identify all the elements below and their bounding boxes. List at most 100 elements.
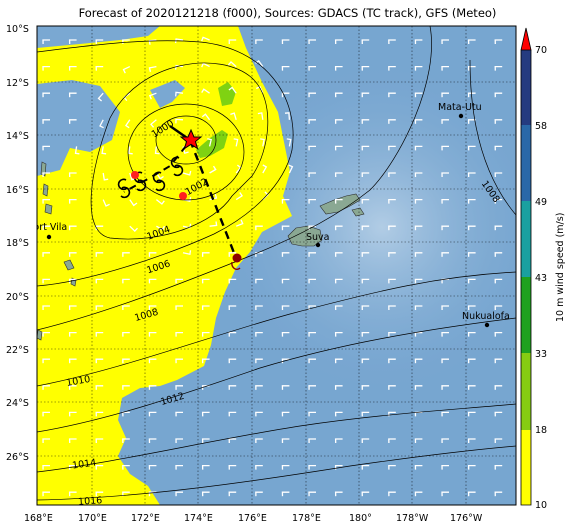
wind-barb-icon (148, 491, 157, 497)
wind-barb-icon (308, 92, 316, 98)
wind-barb-icon (281, 464, 290, 470)
wind-barb-icon (42, 92, 50, 98)
wind-barb-icon (235, 219, 244, 227)
wind-barb-icon (334, 225, 343, 231)
wind-barb-icon (228, 305, 237, 311)
wind-barb-icon (228, 252, 237, 257)
isobars (37, 26, 516, 501)
wind-barb-icon (281, 92, 290, 98)
wind-barb-icon (441, 464, 449, 470)
wind-barb-icon (255, 278, 263, 284)
wind-barb-icon (414, 385, 423, 390)
wind-barb-icon (156, 225, 165, 231)
wind-barb-icon (102, 172, 109, 181)
wind-barb-icon (148, 411, 157, 417)
wind-barb-icon (101, 146, 107, 155)
wind-barb-icon (235, 192, 244, 201)
map-title: Forecast of 2020121218 (f000), Sources: … (78, 6, 497, 20)
wind-barb-icon (42, 385, 50, 390)
wind-barb-icon (441, 331, 449, 337)
wind-barb-icon (281, 252, 290, 257)
wind-barb-icon (441, 225, 449, 231)
wind-barb-icon (494, 119, 503, 124)
wind-barb-icon (68, 92, 77, 98)
wind-barb-icon (97, 92, 104, 102)
wind-barb-icon (209, 221, 218, 227)
wind-barb-icon (388, 198, 396, 204)
current-position-star-icon (179, 128, 203, 150)
lon-label: 168°E (24, 513, 53, 524)
lon-label: 176°E (238, 513, 267, 524)
wind-barb-icon (281, 331, 290, 337)
high-wind-area (196, 130, 228, 158)
wind-barb-icon (494, 172, 503, 178)
wind-barb-icon (467, 305, 476, 311)
wind-barb-icon (441, 172, 449, 178)
wind-barb-icon (95, 39, 104, 45)
wind-barb-icon (361, 358, 370, 364)
lat-label: 14°S (6, 131, 29, 142)
wind-barb-icon (494, 252, 503, 257)
wind-barb-icon (99, 119, 104, 129)
wind-barb-icon (230, 112, 237, 120)
wind-barb-icon (441, 411, 449, 417)
wind-barb-icon (361, 305, 370, 311)
wind-barb-icon (414, 438, 423, 444)
wind-barb-icon (42, 65, 50, 71)
wind-barb-icon (494, 39, 503, 45)
wind-barb-icon (95, 411, 104, 417)
wind-barb-icon (334, 92, 343, 98)
wind-barb-icon (388, 252, 396, 257)
wind-barb-icon (148, 278, 157, 284)
place-suva: Suva (306, 232, 330, 243)
map-content: 1000 1002 1004 1006 1008 1010 1012 1014 … (37, 26, 516, 508)
wind-barb-icon (228, 331, 237, 337)
wind-barb-icon (467, 39, 476, 45)
lon-label: 180° (349, 513, 372, 524)
wind-barb-icon (255, 491, 263, 497)
wind-barb-icon (255, 438, 263, 444)
wind-barb-icon (201, 331, 210, 337)
wind-barb-icon (122, 464, 130, 470)
wind-barb-icon (467, 119, 476, 124)
isobar-1014 (37, 403, 516, 473)
wind-barb-icon (201, 36, 210, 42)
wind-barb-icon (148, 92, 157, 100)
wind-barb-icon (175, 278, 183, 284)
storm-marker (179, 192, 187, 200)
wind-barb-icon (414, 172, 423, 178)
wind-barb-icon (154, 146, 160, 155)
wind-barb-icon (441, 252, 449, 257)
wind-barb-icon (228, 358, 237, 364)
storm-marker (232, 253, 242, 263)
isobar-label: 1016 (78, 495, 103, 508)
wind-barb-icon (122, 305, 130, 311)
wind-barb-icon (441, 119, 449, 124)
wind-barb-icon (467, 464, 476, 470)
wind-barb-icon (308, 119, 316, 124)
wind-barb-icon (388, 278, 396, 284)
wind-barb-icon (494, 491, 503, 497)
wind-barb-icon (42, 225, 50, 231)
wind-barb-icon (201, 305, 210, 311)
colorbar: 10 18 33 43 49 58 70 10 m wind speed (m/… (520, 27, 566, 511)
wind-barb-icon (255, 252, 263, 257)
wind-barb-icon (175, 411, 183, 417)
wind-barb-icon (361, 491, 370, 497)
wind-barb-icon (281, 305, 290, 311)
wind-barb-icon (148, 464, 157, 470)
wind-barb-icon (308, 331, 316, 337)
wind-barb-icon (334, 278, 343, 284)
wind-barb-icon (95, 438, 104, 444)
wind-barb-icon (388, 305, 396, 311)
wind-barb-icon (441, 438, 449, 444)
place-mata-utu: Mata-Utu (438, 102, 482, 113)
wind-barb-icon (95, 464, 104, 470)
wind-barb-icon (129, 199, 138, 207)
wind-barb-icon (228, 278, 237, 284)
wind-barb-icon (361, 438, 370, 444)
wind-barb-icon (42, 252, 50, 257)
wind-barb-icon (68, 438, 77, 444)
storm-marker (131, 171, 139, 179)
